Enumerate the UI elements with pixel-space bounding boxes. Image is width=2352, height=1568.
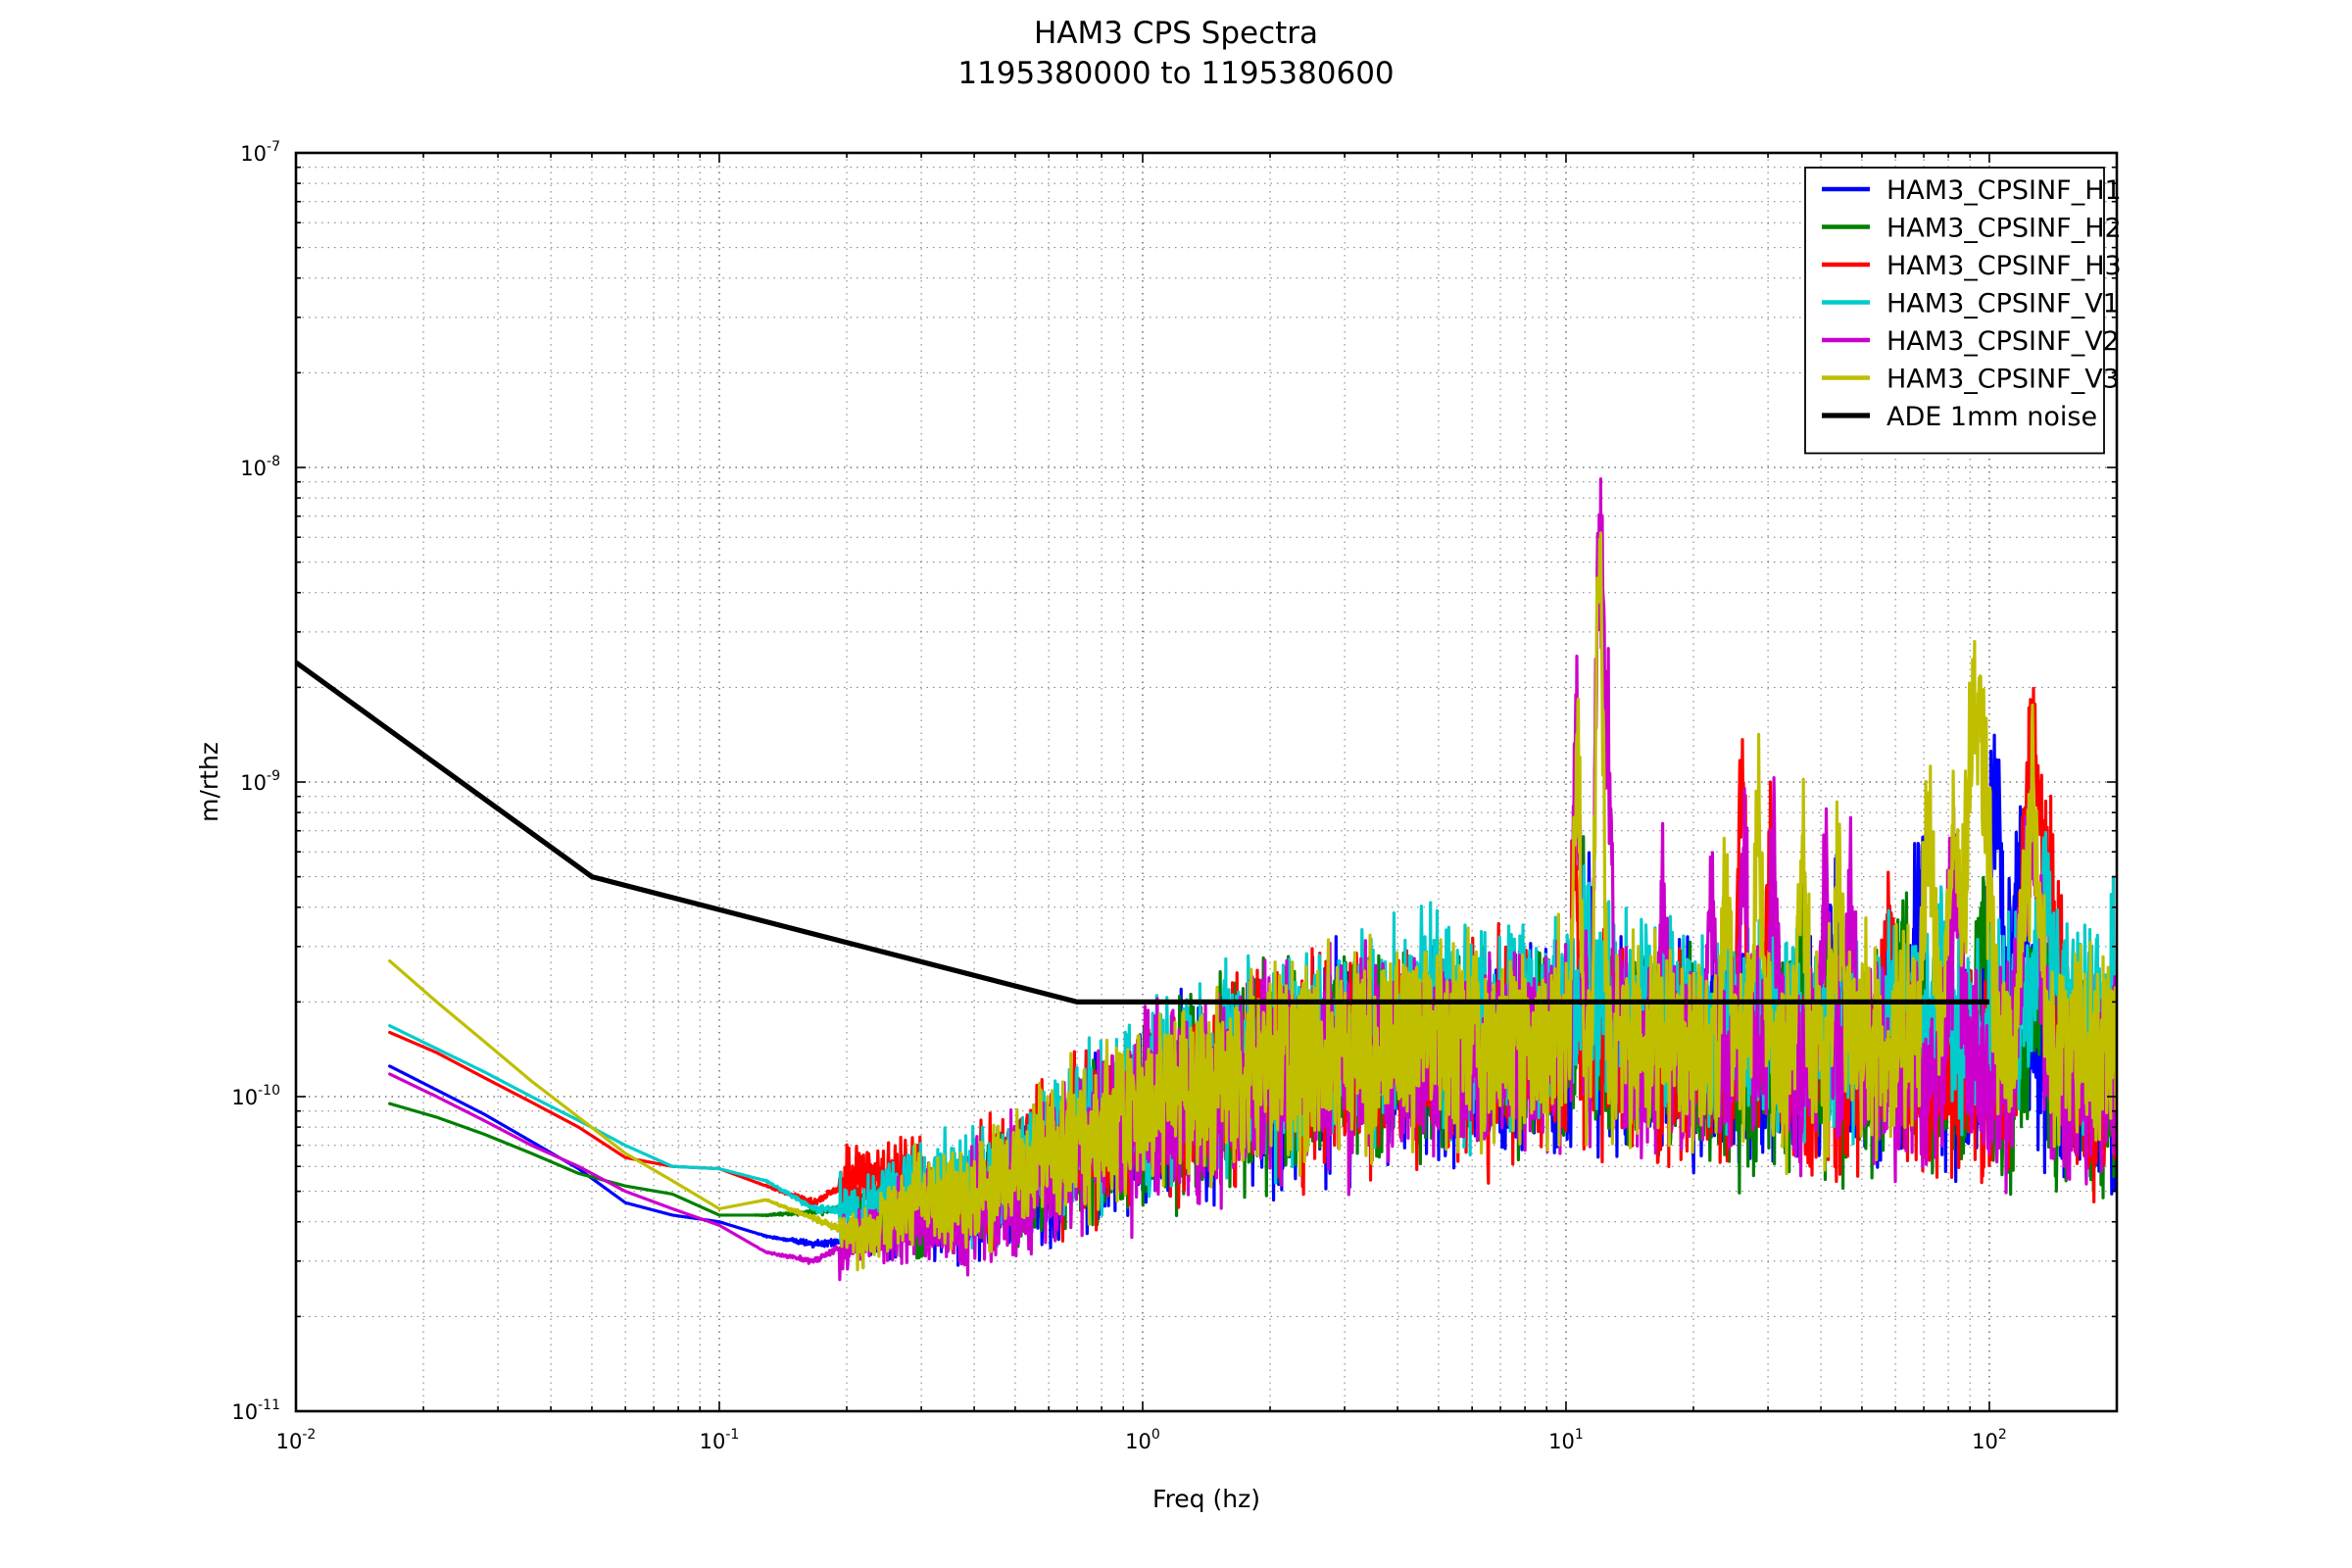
y-axis-label: m/rthz (195, 742, 223, 822)
axis-tick-labels: 10-2 10-1 100 101 102 10-11 10-10 10-9 10-8 10-7 (231, 139, 2006, 1453)
x-tick-label: 10-2 (276, 1427, 317, 1453)
legend-label: HAM3_CPSINF_H2 (1886, 214, 2122, 244)
chart-title-line-2: 1195380000 to 1195380600 (957, 56, 1395, 91)
legend-label: HAM3_CPSINF_H3 (1886, 251, 2122, 281)
legend-label: HAM3_CPSINF_V3 (1886, 365, 2120, 395)
legend: HAM3_CPSINF_H1 HAM3_CPSINF_H2 HAM3_CPSINF_… (1804, 167, 2122, 455)
series-line-ham3-cpsinf-v3 (388, 531, 2117, 1272)
series-group (388, 477, 2117, 1282)
y-tick-label: 10-8 (240, 454, 280, 480)
legend-label: ADE 1mm noise (1886, 402, 2097, 432)
y-tick-label: 10-9 (240, 768, 280, 795)
x-tick-label: 100 (1125, 1427, 1160, 1453)
y-tick-label: 10-11 (231, 1397, 280, 1424)
chart-title-line-1: HAM3 CPS Spectra (1033, 16, 1319, 51)
x-tick-label: 102 (1972, 1427, 2007, 1453)
y-tick-label: 10-7 (240, 139, 280, 166)
x-tick-label: 101 (1548, 1427, 1584, 1453)
chart-title: HAM3 CPS Spectra 1195380000 to 119538060… (0, 14, 2352, 94)
y-tick-label: 10-10 (231, 1083, 280, 1109)
x-axis-label: Freq (hz) (1152, 1485, 1260, 1513)
legend-label: HAM3_CPSINF_V1 (1886, 289, 2120, 319)
legend-box (1804, 167, 2105, 455)
legend-label: HAM3_CPSINF_H1 (1886, 175, 2122, 206)
axis-ticks (295, 152, 2118, 1412)
reference-line-ade-1mm-noise (296, 660, 1989, 1004)
x-tick-label: 10-1 (700, 1427, 740, 1453)
legend-label: HAM3_CPSINF_V2 (1886, 326, 2120, 357)
